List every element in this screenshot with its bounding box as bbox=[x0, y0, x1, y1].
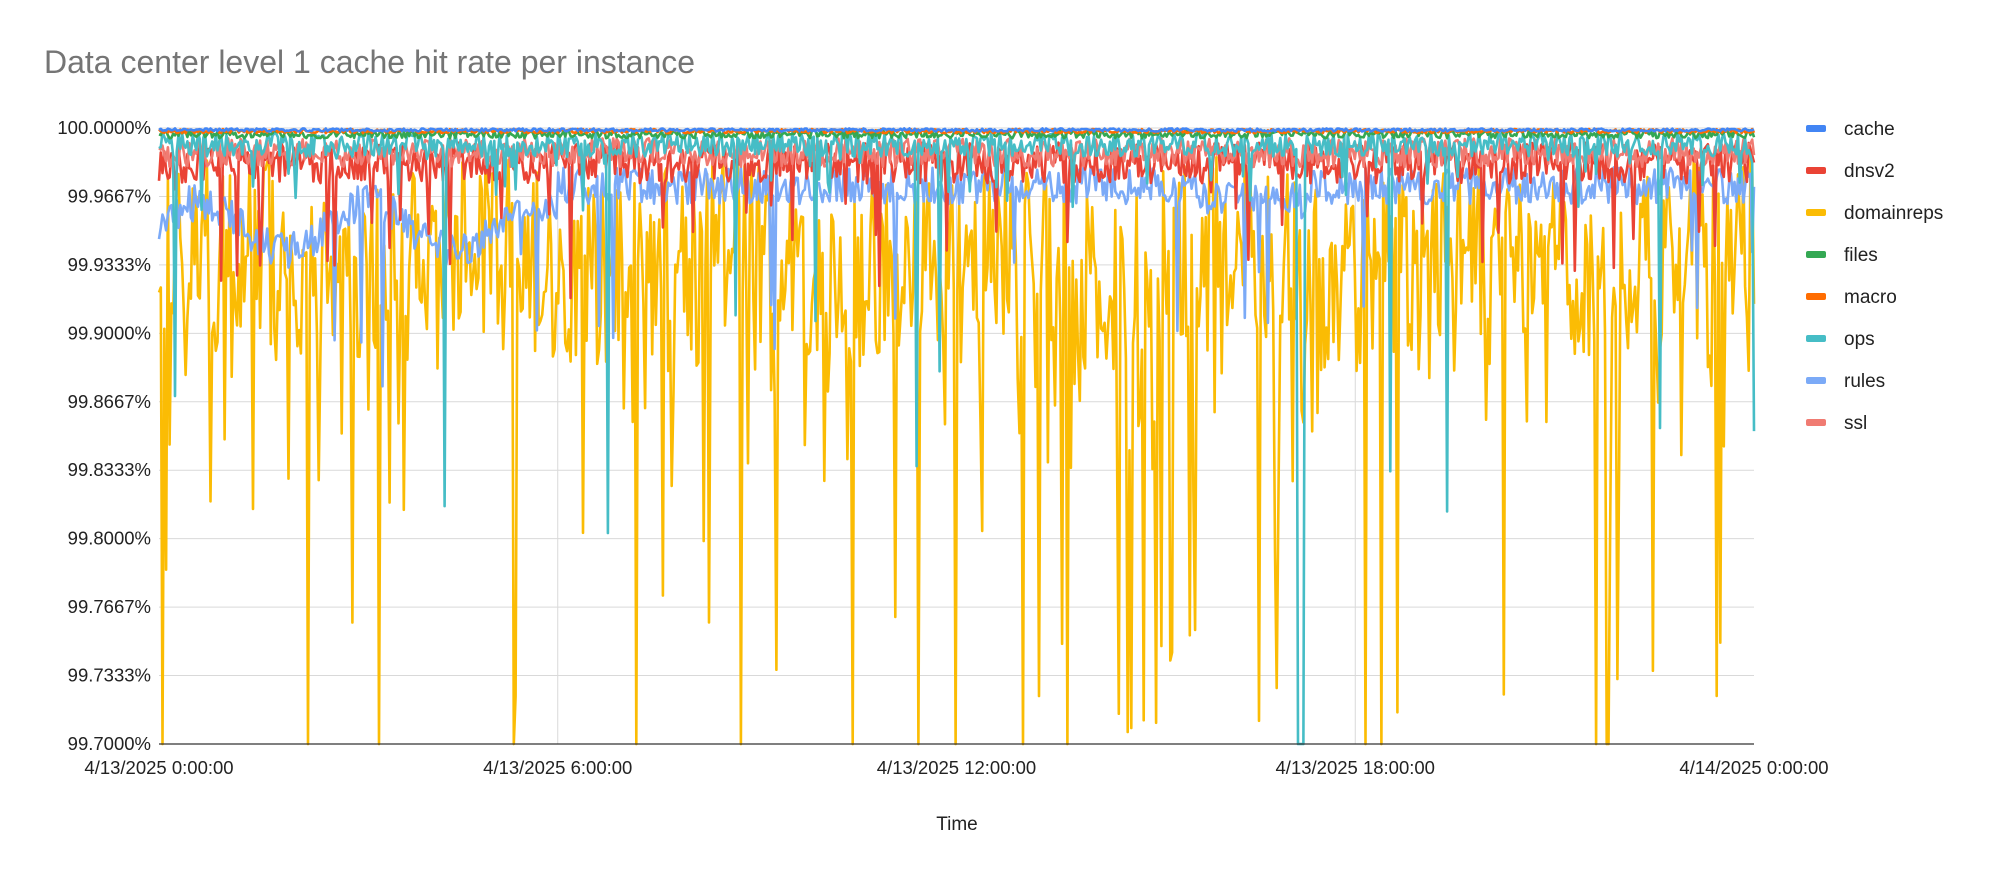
x-tick-label: 4/13/2025 6:00:00 bbox=[483, 757, 632, 778]
legend-label-ssl: ssl bbox=[1844, 413, 1867, 434]
series-line-ssl bbox=[158, 137, 1756, 169]
series-line-domainreps bbox=[157, 151, 1756, 746]
legend-swatch-rules bbox=[1806, 377, 1826, 384]
series-lines bbox=[157, 127, 1756, 746]
y-tick-label: 99.8000% bbox=[68, 528, 151, 549]
y-tick-label: 99.9333% bbox=[68, 254, 151, 275]
y-tick-label: 99.7333% bbox=[68, 665, 151, 686]
legend-label-domainreps: domainreps bbox=[1844, 203, 1943, 224]
x-tick-labels: 4/13/2025 0:00:00 4/13/2025 6:00:00 4/13/2… bbox=[84, 757, 1828, 778]
series-line-macro bbox=[158, 127, 1756, 135]
x-tick-label: 4/13/2025 0:00:00 bbox=[84, 757, 233, 778]
legend-swatch-cache bbox=[1806, 125, 1826, 132]
x-tick-label: 4/14/2025 0:00:00 bbox=[1679, 757, 1828, 778]
legend: cache dnsv2 domainreps files macro ops rules ss… bbox=[1806, 119, 1943, 434]
y-tick-label: 99.8667% bbox=[68, 391, 151, 412]
legend-label-dnsv2: dnsv2 bbox=[1844, 161, 1895, 182]
legend-swatch-files bbox=[1806, 251, 1826, 258]
legend-label-ops: ops bbox=[1844, 329, 1875, 350]
legend-swatch-ops bbox=[1806, 335, 1826, 342]
y-tick-label: 99.8333% bbox=[68, 459, 151, 480]
chart-title: Data center level 1 cache hit rate per i… bbox=[44, 44, 696, 80]
y-tick-label: 99.9000% bbox=[68, 322, 151, 343]
series-line-cache bbox=[158, 127, 1755, 133]
y-tick-labels: 99.7000% 99.7333% 99.7667% 99.8000% 99.8333%… bbox=[57, 117, 151, 754]
legend-label-rules: rules bbox=[1844, 371, 1885, 392]
y-tick-label: 100.0000% bbox=[57, 117, 151, 138]
legend-swatch-ssl bbox=[1806, 419, 1826, 426]
legend-swatch-macro bbox=[1806, 293, 1826, 300]
y-tick-label: 99.7667% bbox=[68, 596, 151, 617]
y-tick-label: 99.7000% bbox=[68, 733, 151, 754]
legend-label-files: files bbox=[1844, 245, 1878, 266]
legend-label-cache: cache bbox=[1844, 119, 1895, 140]
x-tick-label: 4/13/2025 12:00:00 bbox=[877, 757, 1036, 778]
legend-swatch-domainreps bbox=[1806, 209, 1826, 216]
y-tick-label: 99.9667% bbox=[68, 185, 151, 206]
series-line-rules bbox=[157, 165, 1756, 388]
x-tick-label: 4/13/2025 18:00:00 bbox=[1276, 757, 1435, 778]
legend-label-macro: macro bbox=[1844, 287, 1897, 308]
legend-swatch-dnsv2 bbox=[1806, 167, 1826, 174]
series-line-ops bbox=[158, 130, 1756, 746]
x-axis-label: Time bbox=[936, 814, 978, 835]
